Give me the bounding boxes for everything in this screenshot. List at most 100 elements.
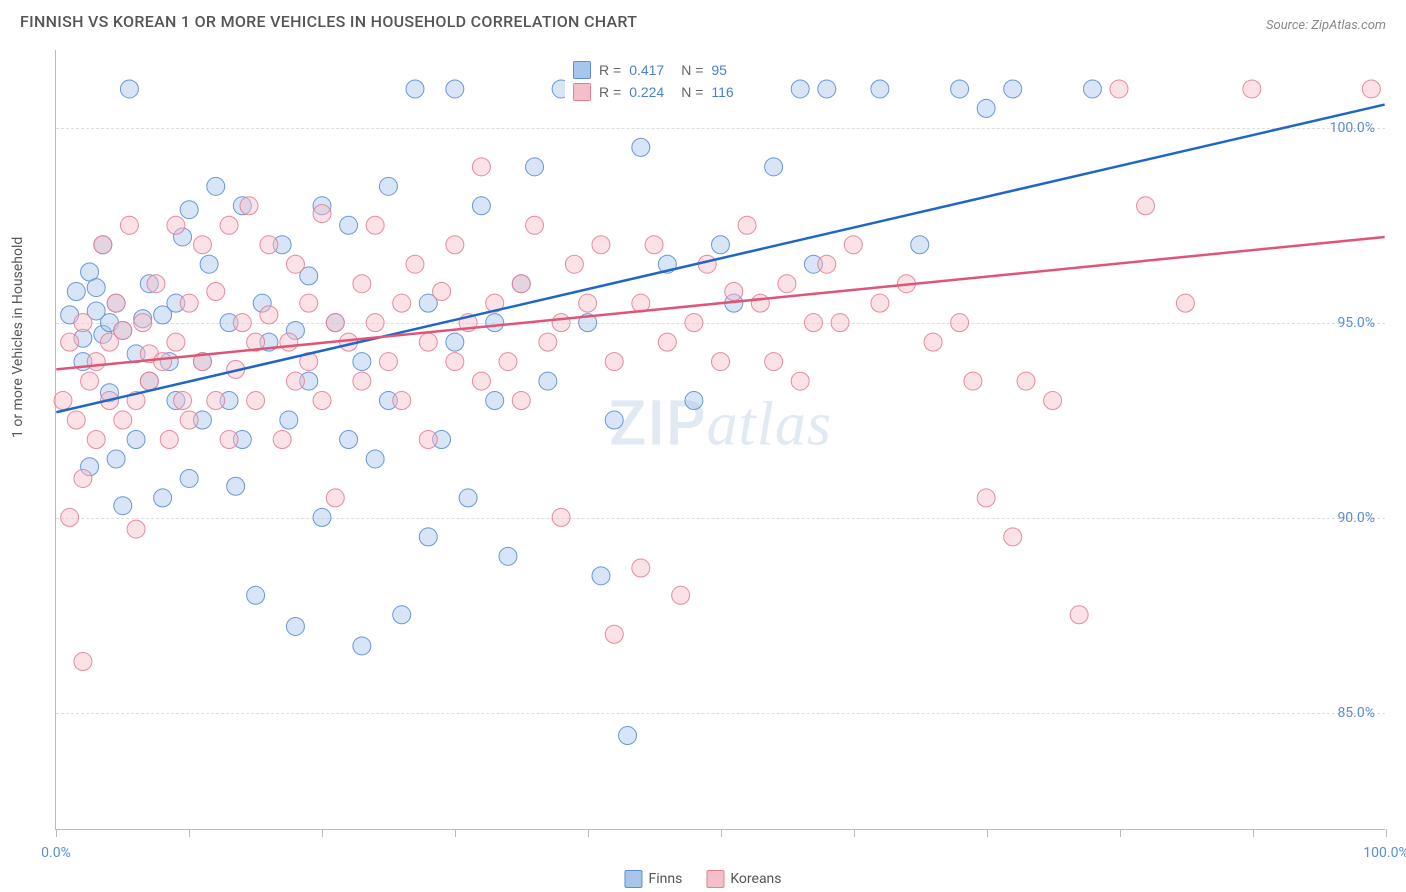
plot-area: ZIPatlas 85.0%90.0%95.0%100.0%0.0%100.0% [55,50,1385,830]
data-point-koreans [1017,372,1035,390]
data-point-koreans [313,205,331,223]
data-point-finns [1083,80,1101,98]
data-point-koreans [74,469,92,487]
data-point-koreans [419,333,437,351]
data-point-koreans [751,294,769,312]
data-point-finns [67,283,85,301]
data-point-koreans [605,353,623,371]
data-point-koreans [765,353,783,371]
legend-series: Finns Koreans [624,870,781,888]
data-point-koreans [804,314,822,332]
data-point-koreans [698,255,716,273]
data-point-koreans [220,216,238,234]
data-point-koreans [353,372,371,390]
data-point-finns [951,80,969,98]
data-point-finns [791,80,809,98]
data-point-finns [286,617,304,635]
data-point-koreans [1070,606,1088,624]
data-point-koreans [273,431,291,449]
data-point-finns [227,477,245,495]
data-point-koreans [94,236,112,254]
data-point-koreans [260,306,278,324]
data-point-finns [207,177,225,195]
data-point-koreans [871,294,889,312]
source-attribution: Source: ZipAtlas.com [1266,18,1386,33]
data-point-finns [486,392,504,410]
data-point-koreans [326,489,344,507]
data-point-koreans [818,255,836,273]
data-point-koreans [353,275,371,293]
data-point-koreans [180,294,198,312]
data-point-koreans [220,431,238,449]
x-tick-label: 100.0% [1363,845,1406,861]
data-point-finns [127,431,145,449]
legend-stats: R = 0.417 N = 95 R = 0.224 N = 116 [565,55,763,107]
data-point-finns [632,138,650,156]
data-point-finns [486,314,504,332]
data-point-koreans [1176,294,1194,312]
data-point-koreans [81,372,99,390]
data-point-koreans [233,314,251,332]
data-point-finns [87,279,105,297]
data-point-koreans [539,333,557,351]
data-point-finns [765,158,783,176]
data-point-finns [154,489,172,507]
data-point-finns [366,450,384,468]
x-tick [854,829,855,837]
data-point-koreans [160,431,178,449]
data-point-koreans [326,314,344,332]
data-point-finns [459,489,477,507]
data-point-koreans [180,411,198,429]
data-point-finns [499,547,517,565]
data-point-finns [1004,80,1022,98]
data-point-koreans [87,431,105,449]
data-point-koreans [207,392,225,410]
data-point-koreans [286,372,304,390]
data-point-koreans [147,275,165,293]
r-label: R = [599,62,621,78]
data-point-finns [685,392,703,410]
r-value-finns: 0.417 [629,62,673,78]
x-tick [588,829,589,837]
data-point-finns [419,528,437,546]
data-point-koreans [964,372,982,390]
x-tick [721,829,722,837]
data-point-koreans [120,216,138,234]
data-point-koreans [280,333,298,351]
x-tick [1120,829,1121,837]
data-point-koreans [552,314,570,332]
data-point-koreans [712,353,730,371]
data-point-koreans [393,392,411,410]
data-point-koreans [260,236,278,254]
legend-item-finns: Finns [624,870,682,888]
data-point-koreans [738,216,756,234]
r-value-koreans: 0.224 [629,84,673,100]
data-point-koreans [579,294,597,312]
data-point-finns [619,727,637,745]
data-point-finns [446,80,464,98]
swatch-koreans [573,83,591,101]
plot-svg [56,50,1385,829]
data-point-finns [605,411,623,429]
data-point-finns [472,197,490,215]
data-point-koreans [300,294,318,312]
data-point-koreans [725,283,743,301]
data-point-koreans [526,216,544,234]
data-point-koreans [632,559,650,577]
data-point-koreans [685,314,703,332]
x-tick [1253,829,1254,837]
data-point-finns [406,80,424,98]
data-point-koreans [366,216,384,234]
data-point-koreans [924,333,942,351]
data-point-koreans [286,255,304,273]
data-point-koreans [379,353,397,371]
data-point-koreans [951,314,969,332]
data-point-koreans [366,314,384,332]
data-point-finns [818,80,836,98]
data-point-koreans [1137,197,1155,215]
data-point-koreans [658,333,676,351]
data-point-finns [247,586,265,604]
legend-label-koreans: Koreans [730,871,781,887]
data-point-koreans [1362,80,1380,98]
data-point-koreans [87,353,105,371]
